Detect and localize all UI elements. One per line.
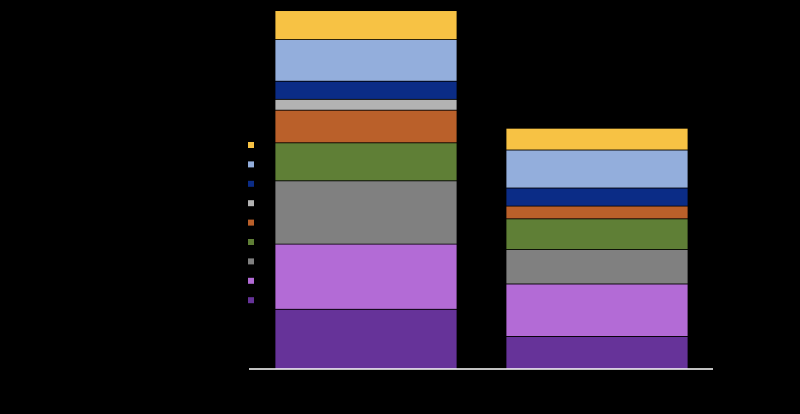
bar-segment-1-5: [274, 109, 458, 144]
bar-segment-2-2: [505, 283, 689, 337]
legend-swatch-1: [248, 297, 254, 304]
bar-segment-1-1: [274, 308, 458, 370]
bar-segment-2-3: [505, 249, 689, 285]
bar-segment-2-9: [505, 127, 689, 151]
legend-swatch-7: [248, 180, 254, 187]
legend-swatch-2: [248, 277, 254, 284]
legend-swatch-9: [248, 142, 254, 148]
bars: [274, 10, 689, 370]
legend-swatch-6: [248, 200, 254, 207]
legend-swatch-8: [248, 161, 254, 168]
bar-segment-2-7: [505, 187, 689, 207]
bar-segment-2-5: [505, 205, 689, 220]
bar-segment-2-1: [505, 336, 689, 370]
legend-swatch-4: [248, 239, 254, 245]
legend-swatch-3: [248, 258, 254, 265]
bar-segment-1-6: [274, 98, 458, 111]
bar-segment-2-8: [505, 149, 689, 189]
bar-segment-1-2: [274, 243, 458, 310]
bar-segment-1-9: [274, 10, 458, 40]
legend-swatch-5: [248, 219, 254, 226]
bar-segment-1-7: [274, 80, 458, 100]
bar-segment-1-8: [274, 39, 458, 82]
legend: [248, 142, 254, 304]
bar-segment-2-4: [505, 218, 689, 250]
bar-segment-1-3: [274, 180, 458, 245]
bar-segment-1-4: [274, 142, 458, 182]
